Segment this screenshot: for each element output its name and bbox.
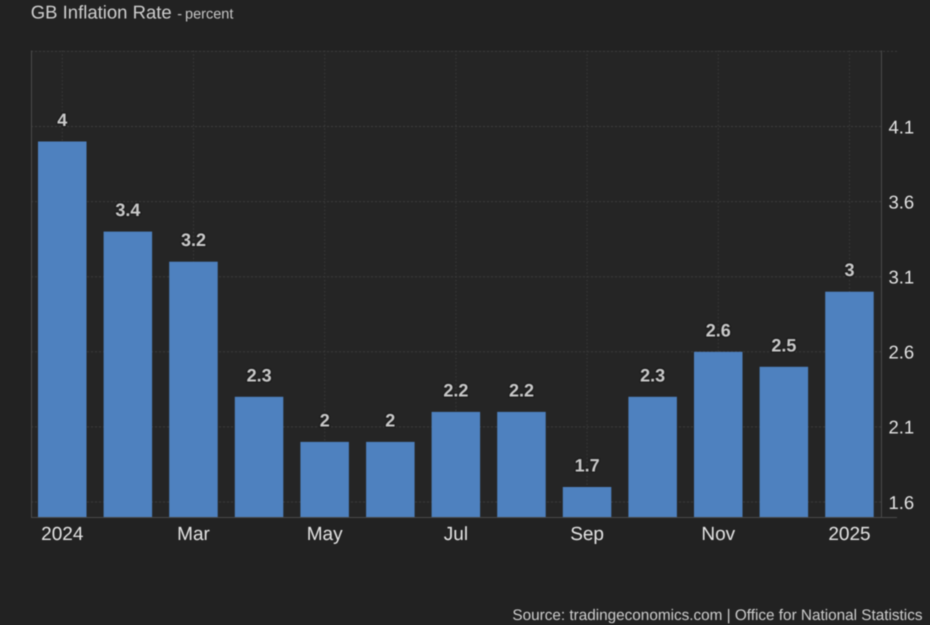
svg-text:2: 2 xyxy=(385,410,395,430)
svg-text:Nov: Nov xyxy=(701,524,735,545)
svg-text:2025: 2025 xyxy=(828,524,870,545)
svg-text:2: 2 xyxy=(320,410,330,430)
svg-text:4.1: 4.1 xyxy=(889,116,915,137)
svg-text:Jul: Jul xyxy=(444,524,468,545)
svg-text:2.5: 2.5 xyxy=(771,335,796,355)
svg-text:3.2: 3.2 xyxy=(181,230,206,250)
svg-text:1.7: 1.7 xyxy=(575,456,600,476)
svg-text:Sep: Sep xyxy=(570,524,604,545)
svg-text:Source: tradingeconomics.com |: Source: tradingeconomics.com | Office fo… xyxy=(512,607,922,624)
svg-text:2.6: 2.6 xyxy=(706,320,731,340)
svg-text:2.2: 2.2 xyxy=(509,380,534,400)
svg-text:May: May xyxy=(307,524,343,545)
svg-text:Mar: Mar xyxy=(177,524,210,545)
svg-text:3: 3 xyxy=(844,260,854,280)
svg-text:2024: 2024 xyxy=(41,524,84,545)
svg-text:2.3: 2.3 xyxy=(640,365,665,385)
svg-text:3.1: 3.1 xyxy=(889,267,915,288)
svg-text:2.6: 2.6 xyxy=(889,342,915,363)
svg-text:2.2: 2.2 xyxy=(443,380,468,400)
svg-text:3.4: 3.4 xyxy=(115,200,140,220)
svg-text:3.6: 3.6 xyxy=(889,191,915,212)
svg-text:1.6: 1.6 xyxy=(889,492,915,513)
svg-text:4: 4 xyxy=(57,110,67,130)
svg-text:2.1: 2.1 xyxy=(889,417,915,438)
svg-text:2.3: 2.3 xyxy=(247,365,272,385)
